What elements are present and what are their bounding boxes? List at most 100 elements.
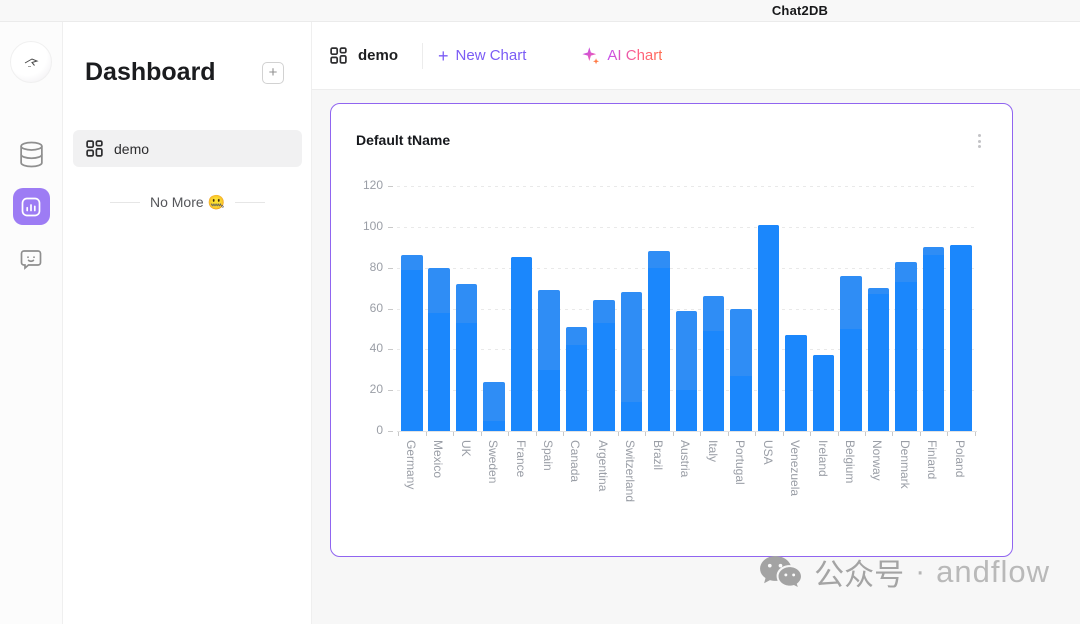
tab-demo-label: demo	[358, 47, 399, 64]
panel-title: Dashboard	[85, 58, 216, 86]
y-tick	[388, 431, 393, 432]
y-tick-label: 100	[362, 218, 383, 233]
avatar[interactable]	[10, 41, 52, 83]
bar-spain[interactable]	[538, 290, 560, 431]
x-tick	[837, 432, 839, 436]
feedback-chat-icon[interactable]	[18, 246, 45, 274]
chart-menu-kebab-icon[interactable]	[972, 131, 986, 151]
y-tick	[388, 349, 393, 351]
bar-overlay	[401, 269, 423, 431]
bar-austria[interactable]	[675, 310, 697, 431]
x-tick-label: Mexico	[431, 440, 446, 479]
bar-germany[interactable]	[401, 255, 423, 431]
bar-overlay	[950, 245, 972, 431]
x-tick-label: Poland	[952, 440, 967, 478]
x-tick-label: Sweden	[486, 440, 501, 484]
new-chart-button[interactable]: + New Chart	[438, 47, 526, 65]
x-tick-label: France	[513, 440, 528, 478]
dashboard-panel: Dashboard + demo No More 🤐	[63, 22, 312, 624]
x-tick	[782, 432, 784, 436]
bar-argentina[interactable]	[593, 300, 615, 431]
bar-belgium[interactable]	[840, 275, 862, 431]
x-tick-label: Denmark	[897, 440, 912, 489]
x-tick-label: Austria	[678, 440, 693, 478]
bar-overlay	[593, 322, 615, 431]
add-dashboard-button[interactable]: +	[262, 62, 284, 84]
tab-demo[interactable]: demo	[330, 47, 398, 64]
bar-overlay	[675, 390, 697, 431]
database-icon[interactable]	[18, 140, 45, 168]
app-title: Chat2DB	[771, 3, 829, 18]
wechat-icon	[760, 555, 802, 587]
bar-venezuela[interactable]	[785, 335, 807, 431]
dashboard-nav-active[interactable]	[12, 188, 50, 225]
x-tick	[947, 432, 949, 436]
y-tick-label: 80	[369, 259, 383, 274]
bar-overlay	[428, 312, 450, 431]
x-tick	[563, 432, 564, 436]
x-tick	[919, 432, 921, 436]
watermark-label: 公众号	[814, 559, 905, 592]
bar-sweden[interactable]	[483, 382, 505, 431]
x-axis-line	[397, 431, 977, 432]
bar-switzerland[interactable]	[620, 292, 643, 431]
bar-ireland[interactable]	[812, 355, 835, 431]
y-tick	[388, 390, 393, 392]
sparkle-icon	[582, 47, 600, 65]
bar-overlay	[538, 369, 560, 431]
x-tick	[645, 432, 647, 436]
grid-dashboard-icon	[330, 47, 347, 64]
x-tick-label: UK	[458, 440, 473, 457]
ai-chart-button[interactable]: AI Chart	[581, 46, 662, 65]
dashboard-item-label: demo	[114, 140, 150, 157]
x-tick-label: Ireland	[815, 440, 830, 477]
x-tick	[672, 432, 674, 436]
bar-portugal[interactable]	[730, 308, 752, 431]
bar-chart-plot: 0 20 40 60 80 100 120 Germany Mexico UK Sweden Fran…	[331, 104, 1012, 556]
watermark: 公众号 · andflow	[758, 550, 1050, 594]
bar-overlay	[730, 375, 752, 431]
bar-overlay	[812, 355, 835, 431]
bar-uk[interactable]	[455, 284, 478, 431]
bar-poland[interactable]	[950, 245, 972, 431]
y-tick-label: 120	[362, 178, 383, 192]
watermark-brand: andflow	[936, 554, 1050, 589]
x-tick	[425, 432, 427, 436]
x-tick	[617, 432, 619, 436]
x-tick-label: Finland	[925, 440, 940, 480]
bar-italy[interactable]	[702, 296, 725, 431]
bar-usa[interactable]	[757, 224, 780, 431]
x-tick	[727, 432, 729, 436]
bar-overlay	[922, 255, 945, 431]
watermark-separator: ·	[915, 555, 926, 588]
top-title-bar: Chat2DB	[0, 0, 1080, 22]
gridline	[397, 226, 977, 228]
tab-divider	[422, 42, 424, 69]
bar-overlay	[702, 330, 725, 431]
bar-finland[interactable]	[922, 247, 945, 431]
chart-tabbar: demo + New Chart AI Chart	[312, 22, 1080, 90]
bar-canada[interactable]	[565, 326, 588, 431]
x-tick-label: Norway	[870, 440, 885, 481]
x-tick	[974, 432, 976, 436]
bar-mexico[interactable]	[428, 267, 450, 431]
x-tick	[700, 432, 702, 436]
bar-overlay	[895, 281, 917, 431]
x-tick-label: Germany	[403, 440, 418, 490]
bar-overlay	[867, 294, 890, 431]
bar-denmark[interactable]	[895, 261, 917, 431]
bar-brazil[interactable]	[648, 251, 670, 431]
x-tick-label: Belgium	[842, 440, 857, 484]
icon-rail	[0, 22, 63, 624]
x-tick-label: USA	[760, 440, 775, 465]
gridline	[397, 267, 977, 269]
bar-overlay	[483, 420, 505, 431]
divider-line	[109, 202, 140, 203]
x-tick	[864, 432, 866, 436]
dashboard-list-item-demo[interactable]: demo	[73, 130, 302, 167]
bar-norway[interactable]	[867, 288, 890, 431]
y-tick	[388, 186, 393, 187]
bar-france[interactable]	[510, 257, 533, 431]
ai-chart-label: AI Chart	[607, 47, 663, 64]
y-tick-label: 60	[369, 300, 383, 315]
